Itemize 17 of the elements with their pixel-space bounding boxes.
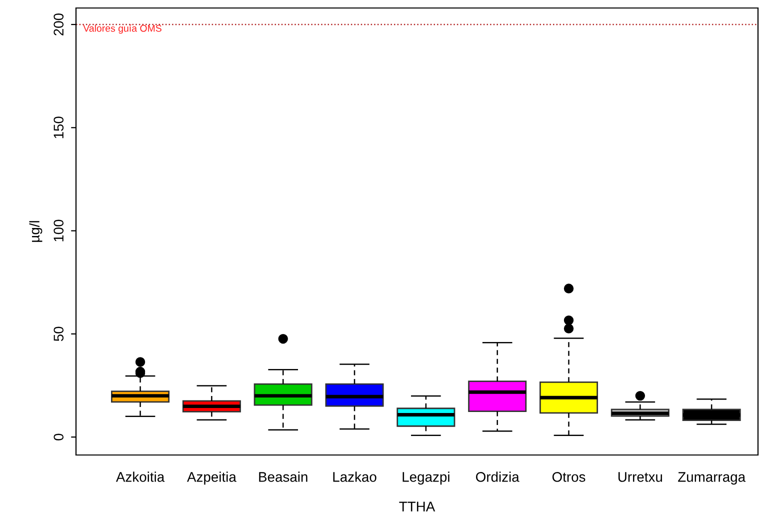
x-tick-label: Zumarraga [678, 472, 746, 485]
y-tick-label: 150 [54, 116, 64, 138]
y-tick-label: 0 [54, 434, 64, 440]
x-tick-label: Lazkao [333, 472, 376, 482]
x-tick-label: Legazpi [402, 472, 450, 485]
x-axis-title: TTHA [399, 502, 436, 512]
y-axis-title: µg/l [29, 221, 42, 242]
ref-line-label: Valores guía OMS [83, 24, 162, 34]
x-tick-label: Urretxu [618, 472, 662, 482]
y-tick-label: 200 [54, 13, 64, 36]
x-tick-label: Azpeitia [187, 472, 236, 485]
x-tick-label: Beasain [259, 472, 308, 482]
x-tick-label: Otros [552, 472, 586, 482]
y-tick-label: 100 [54, 220, 64, 242]
x-tick-label: Ordizia [476, 472, 520, 482]
y-tick-label: 50 [54, 326, 64, 342]
x-tick-label: Azkoitia [116, 472, 165, 482]
